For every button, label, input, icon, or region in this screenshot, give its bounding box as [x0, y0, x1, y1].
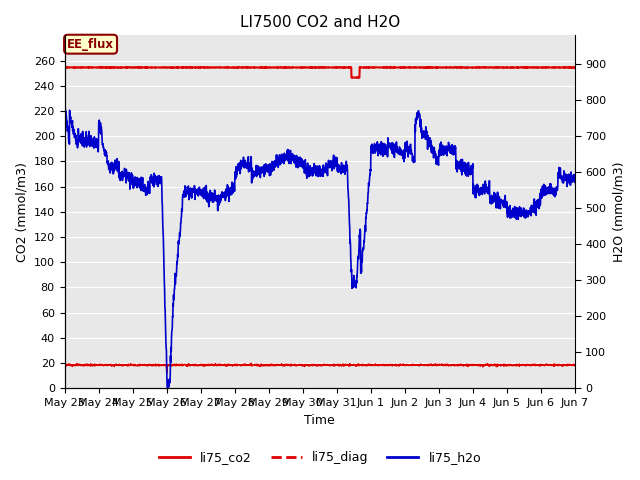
Title: LI7500 CO2 and H2O: LI7500 CO2 and H2O: [239, 15, 400, 30]
Text: EE_flux: EE_flux: [67, 38, 114, 51]
Legend: li75_co2, li75_diag, li75_h2o: li75_co2, li75_diag, li75_h2o: [154, 446, 486, 469]
X-axis label: Time: Time: [305, 414, 335, 427]
Y-axis label: H2O (mmol/m3): H2O (mmol/m3): [612, 162, 625, 262]
Y-axis label: CO2 (mmol/m3): CO2 (mmol/m3): [15, 162, 28, 262]
